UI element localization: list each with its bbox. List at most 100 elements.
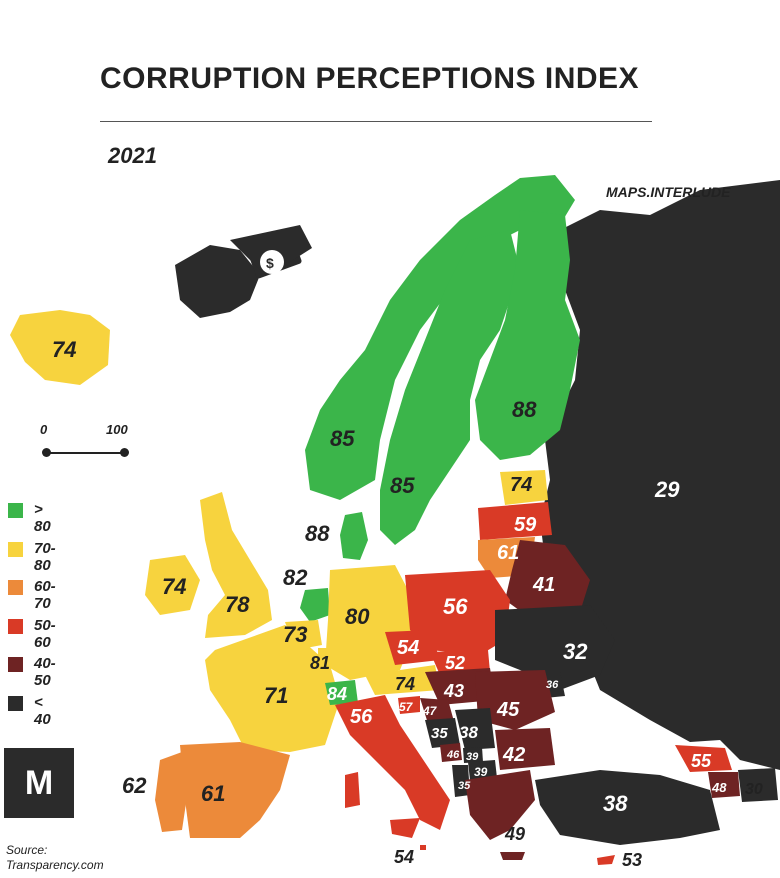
region-sicily	[390, 818, 420, 838]
scale-dot-high	[120, 448, 129, 457]
score-label-greece: 49	[504, 824, 525, 844]
region-switzerland[interactable]	[325, 680, 358, 705]
score-label-bulgaria: 42	[502, 744, 525, 766]
score-label-azerbaijan: 30	[745, 781, 763, 798]
region-north-macedonia[interactable]	[468, 760, 497, 780]
score-label-georgia: 55	[691, 751, 712, 771]
region-armenia[interactable]	[708, 772, 740, 798]
score-label-france: 71	[264, 683, 288, 708]
score-label-cyprus: 53	[622, 850, 642, 870]
score-label-albania: 35	[458, 780, 471, 792]
region-slovakia[interactable]	[430, 650, 490, 675]
region-cyprus[interactable]	[597, 855, 615, 865]
region-spain[interactable]	[180, 742, 290, 838]
region-latvia[interactable]	[478, 502, 552, 540]
score-label-slovakia: 52	[445, 653, 465, 673]
score-label-united-kingdom: 78	[225, 592, 250, 617]
score-label-germany: 80	[345, 604, 370, 629]
score-label-ireland: 74	[162, 574, 186, 599]
region-portugal[interactable]	[155, 752, 188, 832]
legend-swatch	[8, 695, 23, 711]
region-italy[interactable]	[335, 695, 450, 830]
score-label-turkey: 38	[603, 791, 628, 816]
region-denmark[interactable]	[340, 512, 368, 560]
region-kosovo[interactable]	[463, 747, 483, 763]
source-url: Transparency.com	[6, 858, 104, 872]
legend-swatch	[8, 580, 23, 595]
region-finland[interactable]	[475, 210, 580, 460]
region-norway[interactable]	[305, 175, 575, 500]
region-netherlands[interactable]	[300, 588, 330, 622]
legend-swatch	[8, 618, 23, 634]
region-bulgaria[interactable]	[495, 728, 555, 770]
score-label-russia: 29	[654, 477, 680, 502]
region-serbia[interactable]	[455, 708, 495, 750]
score-label-malta: 54	[394, 847, 414, 867]
score-label-italy: 56	[350, 706, 373, 728]
score-label-denmark: 88	[305, 521, 330, 546]
region-ireland[interactable]	[145, 555, 200, 615]
region-malta[interactable]	[420, 845, 426, 850]
score-label-north-macedonia: 39	[474, 765, 488, 779]
region-azerbaijan[interactable]	[738, 768, 778, 802]
region-slovenia[interactable]	[398, 696, 420, 714]
region-czechia[interactable]	[385, 630, 440, 665]
region-bosnia[interactable]	[425, 718, 460, 748]
score-label-switzerland: 84	[327, 684, 347, 704]
legend-swatch	[8, 657, 23, 672]
score-label-romania: 45	[496, 699, 520, 721]
score-label-montenegro: 46	[446, 749, 460, 761]
score-label-czechia: 54	[397, 637, 419, 659]
region-georgia[interactable]	[675, 745, 732, 772]
legend-swatch	[8, 503, 23, 518]
legend-label: 60-70	[34, 578, 56, 612]
year-label: 2021	[108, 143, 157, 168]
region-united-kingdom[interactable]	[200, 492, 272, 638]
source-note: Source: Transparency.com	[6, 843, 104, 873]
legend-label: 50-60	[34, 616, 56, 651]
page-title: CORRUPTION PERCEPTIONS INDEX	[100, 62, 640, 95]
title-divider	[100, 121, 652, 122]
score-label-estonia: 74	[510, 474, 532, 496]
region-belarus[interactable]	[505, 540, 590, 618]
legend-label: > 80	[34, 501, 51, 535]
region-greece[interactable]	[465, 770, 535, 840]
score-label-moldova: 36	[546, 679, 559, 691]
score-label-finland: 88	[512, 397, 537, 422]
score-label-kosovo: 39	[466, 751, 479, 763]
region-france[interactable]	[205, 625, 340, 752]
region-albania[interactable]	[452, 765, 470, 797]
legend-label: < 40	[34, 693, 51, 728]
score-label-belgium: 73	[283, 622, 307, 647]
score-label-armenia: 48	[711, 780, 727, 795]
legend-label: 40-50	[34, 655, 56, 689]
region-crete	[500, 852, 525, 860]
score-label-austria: 74	[395, 674, 415, 694]
region-germany[interactable]	[325, 565, 412, 680]
score-label-iceland: 74	[52, 337, 76, 362]
source-label: Source:	[6, 843, 48, 857]
scale-indicator: 0 100	[30, 422, 140, 462]
region-sweden[interactable]	[380, 230, 520, 545]
score-label-sweden: 85	[390, 473, 415, 498]
score-label-bosnia: 35	[431, 725, 448, 742]
region-austria[interactable]	[365, 665, 440, 695]
interlude-logo-icon: M	[4, 748, 74, 818]
score-label-ukraine: 32	[563, 639, 588, 664]
score-label-belarus: 41	[532, 574, 555, 596]
scale-low-label: 0	[40, 422, 48, 437]
score-label-spain: 61	[201, 781, 225, 806]
score-label-luxembourg: 81	[310, 653, 330, 673]
region-romania[interactable]	[475, 670, 555, 730]
score-label-lithuania: 61	[497, 542, 519, 564]
region-estonia[interactable]	[500, 470, 548, 505]
region-iceland[interactable]	[10, 310, 110, 385]
region-turkey[interactable]	[535, 770, 720, 845]
region-ukraine[interactable]	[495, 605, 615, 690]
region-montenegro[interactable]	[440, 743, 462, 762]
money-hand-icon: $	[175, 225, 312, 318]
region-sardinia	[345, 772, 360, 808]
score-label-slovenia: 57	[399, 700, 414, 714]
legend-label: 70-80	[34, 539, 56, 574]
